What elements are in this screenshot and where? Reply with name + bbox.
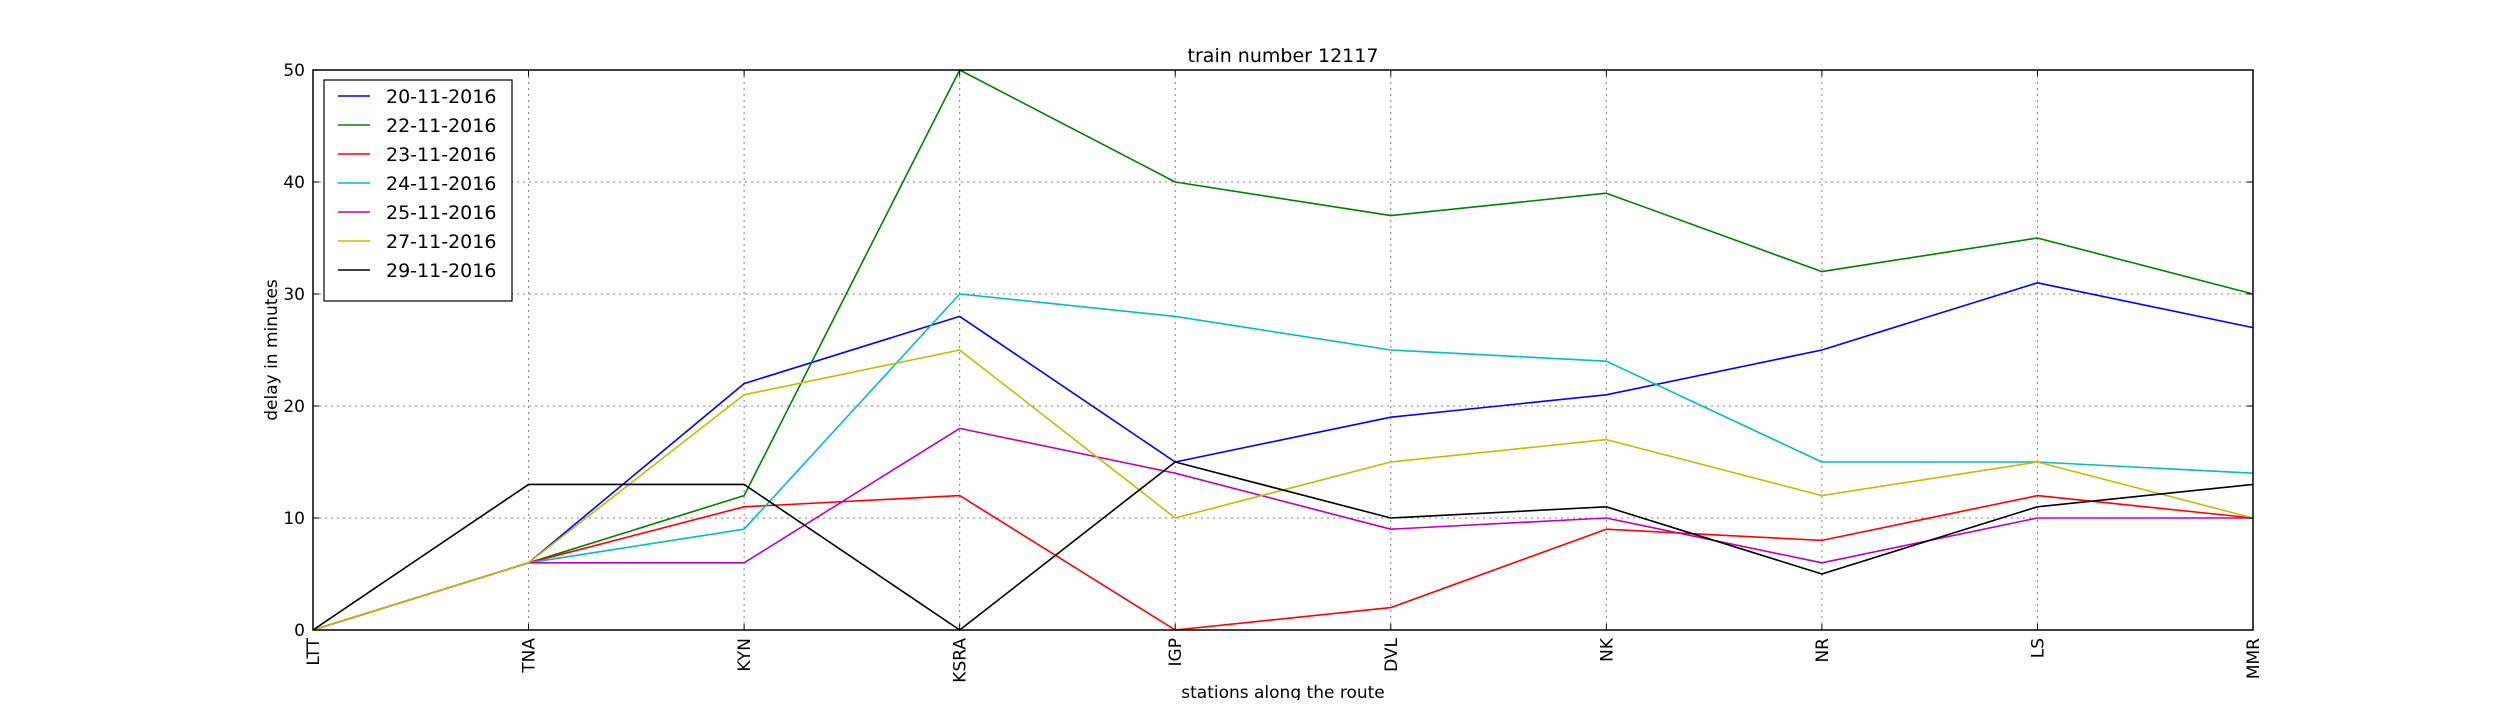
legend: 20-11-2016 22-11-2016 23-11-2016 24-11-2016… bbox=[323, 79, 513, 302]
legend-label: 29-11-2016 bbox=[386, 260, 496, 282]
x-tick-label: DVL bbox=[1382, 637, 1402, 671]
legend-label: 27-11-2016 bbox=[386, 231, 496, 253]
y-tick-label: 30 bbox=[283, 285, 305, 305]
x-tick-label: KSRA bbox=[951, 638, 971, 683]
legend-label: 25-11-2016 bbox=[386, 202, 496, 224]
x-tick-label: NK bbox=[1597, 637, 1617, 662]
x-tick-label: MMR bbox=[2244, 638, 2264, 679]
legend-label: 23-11-2016 bbox=[386, 144, 496, 166]
series-line bbox=[312, 281, 2254, 631]
series-line bbox=[312, 494, 2254, 631]
y-tick-label: 10 bbox=[283, 509, 305, 529]
y-tick-label: 20 bbox=[283, 397, 305, 417]
legend-label: 22-11-2016 bbox=[386, 115, 496, 137]
x-tick-label: NR bbox=[1813, 638, 1833, 663]
axis-layer: LTT TNA KYN KSRA IGP DVL NK NR LS MMR 0 10 20 30 40 50 bbox=[283, 61, 2264, 683]
legend-label: 24-11-2016 bbox=[386, 173, 496, 195]
series-line bbox=[312, 461, 2254, 631]
series-layer bbox=[312, 69, 2254, 631]
legend-box bbox=[323, 79, 513, 302]
y-tick-label: 40 bbox=[283, 173, 305, 193]
y-tick-label: 0 bbox=[294, 621, 305, 641]
series-line bbox=[312, 69, 2254, 631]
y-axis-label: delay in minutes bbox=[262, 279, 282, 421]
series-line bbox=[312, 293, 2254, 631]
x-tick-label: TNA bbox=[520, 638, 540, 674]
x-tick-label: IGP bbox=[1166, 638, 1186, 666]
y-tick-label: 50 bbox=[283, 61, 305, 81]
plot-frame bbox=[312, 69, 2254, 631]
series-line bbox=[312, 427, 2253, 631]
x-axis-label: stations along the route bbox=[1181, 683, 1385, 700]
x-tick-label: KYN bbox=[735, 638, 755, 672]
legend-label: 20-11-2016 bbox=[386, 86, 496, 108]
chart-title: train number 12117 bbox=[1188, 45, 1379, 67]
x-tick-label: LS bbox=[2028, 638, 2048, 658]
grid-layer bbox=[313, 70, 2253, 630]
x-tick-label: LTT bbox=[304, 637, 324, 665]
